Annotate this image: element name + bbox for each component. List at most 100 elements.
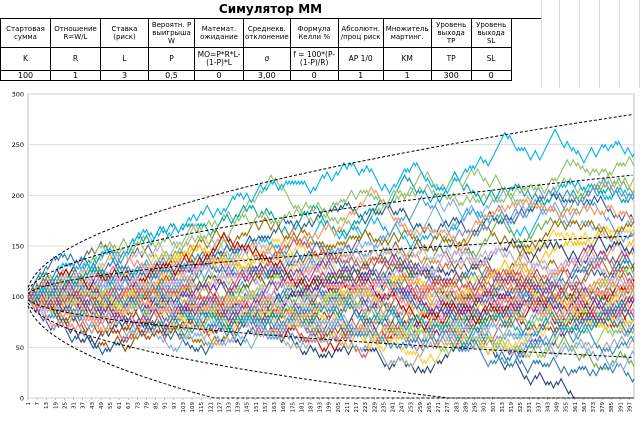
param-value-1[interactable]: 1 — [50, 70, 101, 81]
x-tick-label: 247 — [400, 402, 406, 413]
x-tick-label: 97 — [172, 402, 178, 409]
x-tick-label: 151 — [254, 402, 260, 413]
param-value-7[interactable]: 1 — [337, 70, 384, 81]
x-tick-label: 37 — [81, 402, 87, 409]
x-tick-label: 121 — [208, 402, 214, 413]
equity-path-37 — [27, 277, 635, 341]
y-tick-label: 100 — [12, 293, 24, 301]
sigma-envelope-0 — [27, 235, 633, 295]
x-tick-label: 181 — [299, 402, 305, 413]
x-tick-label: 229 — [372, 402, 378, 413]
x-tick-label: 19 — [53, 402, 59, 409]
equity-path-51 — [27, 128, 635, 298]
x-tick-label: 343 — [545, 402, 551, 413]
param-header-4: Математ. ожидание — [194, 18, 244, 48]
x-tick-label: 193 — [318, 402, 324, 413]
param-value-5[interactable]: 3,00 — [243, 70, 291, 81]
x-tick-label: 115 — [199, 402, 205, 413]
x-tick-label: 385 — [609, 402, 615, 413]
x-tick-label: 187 — [308, 402, 314, 413]
param-symbol-7: AP 1/0 — [337, 47, 384, 71]
param-header-3: Вероятн. Р выигрыша W — [148, 18, 195, 48]
x-tick-label: 259 — [418, 402, 424, 413]
y-tick-label: 200 — [12, 192, 24, 200]
x-tick-label: 253 — [409, 402, 415, 413]
sigma-envelope-5 — [27, 305, 633, 399]
sigma-envelope-1 — [27, 174, 633, 291]
x-tick-label: 73 — [135, 402, 141, 409]
x-tick-label: 169 — [281, 402, 287, 413]
param-header-6: Формула Келли % — [289, 18, 339, 48]
x-tick-label: 289 — [463, 402, 469, 413]
param-symbol-3: P — [148, 47, 195, 71]
x-tick-label: 379 — [600, 402, 606, 413]
equity-path-57 — [27, 252, 635, 332]
x-tick-label: 283 — [454, 402, 460, 413]
equity-path-59 — [27, 237, 635, 311]
param-symbol-9: TP — [430, 47, 472, 71]
x-tick-label: 1 — [26, 402, 32, 406]
x-tick-label: 241 — [391, 402, 397, 413]
param-value-8[interactable]: 1 — [382, 70, 432, 81]
param-value-3[interactable]: 0,5 — [148, 70, 195, 81]
param-header-9: Уровень выхода TP — [430, 18, 472, 48]
param-value-9[interactable]: 300 — [430, 70, 472, 81]
sigma-envelope-2 — [27, 114, 633, 288]
x-tick-label: 103 — [181, 402, 187, 413]
param-symbol-0: K — [0, 47, 51, 71]
param-header-1: Отношение R=W/L — [50, 18, 101, 48]
x-tick-label: 355 — [564, 402, 570, 413]
x-tick-label: 391 — [618, 402, 624, 413]
x-tick-label: 13 — [44, 402, 50, 409]
equity-path-46 — [27, 286, 635, 371]
x-tick-label: 67 — [126, 402, 132, 409]
param-value-4[interactable]: 0 — [194, 70, 244, 81]
x-tick-label: 295 — [473, 402, 479, 413]
x-tick-label: 49 — [99, 402, 105, 409]
param-value-2[interactable]: 3 — [100, 70, 149, 81]
equity-path-52 — [27, 265, 635, 356]
x-tick-label: 91 — [163, 402, 169, 409]
param-header-2: Ставка (риск) — [100, 18, 149, 48]
equity-path-54 — [27, 246, 635, 317]
x-tick-label: 127 — [217, 402, 223, 413]
param-value-0[interactable]: 100 — [0, 70, 51, 81]
y-tick-label: 150 — [12, 243, 24, 251]
param-symbol-6: f = 100*(P-(1-P)/R) — [289, 47, 339, 71]
param-symbol-4: MO=P*R*L-(1-P)*L — [194, 47, 244, 71]
sigma-envelope-3 — [27, 299, 633, 358]
param-value-10[interactable]: 0 — [470, 70, 512, 81]
x-tick-label: 133 — [226, 402, 232, 413]
x-tick-label: 139 — [236, 402, 242, 413]
x-tick-label: 31 — [72, 402, 78, 409]
param-symbol-10: SL — [470, 47, 512, 71]
x-tick-label: 175 — [290, 402, 296, 413]
x-tick-label: 217 — [354, 402, 360, 413]
x-tick-label: 361 — [573, 402, 579, 413]
x-tick-label: 145 — [245, 402, 251, 413]
x-tick-label: 235 — [381, 402, 387, 413]
x-tick-label: 367 — [582, 402, 588, 413]
x-tick-label: 325 — [518, 402, 524, 413]
equity-path-9 — [27, 249, 635, 347]
x-tick-label: 307 — [491, 402, 497, 413]
sheet-title: Симулятор ММ — [0, 0, 541, 19]
x-tick-label: 265 — [427, 402, 433, 413]
equity-path-53 — [27, 265, 635, 332]
y-tick-label: 50 — [16, 344, 24, 352]
x-tick-label: 25 — [62, 402, 68, 409]
x-tick-label: 205 — [336, 402, 342, 413]
param-header-7: Абсолютн. /проц риск — [337, 18, 384, 48]
x-tick-label: 397 — [627, 402, 633, 413]
param-symbol-2: L — [100, 47, 149, 71]
x-tick-label: 7 — [35, 402, 41, 406]
empty-grid-area — [541, 0, 640, 88]
param-symbol-1: R — [50, 47, 101, 71]
x-tick-label: 85 — [154, 402, 160, 409]
x-tick-label: 55 — [108, 402, 114, 409]
y-tick-label: 0 — [20, 395, 24, 403]
sigma-envelope-4 — [27, 302, 633, 399]
param-value-6[interactable]: 0 — [289, 70, 339, 81]
param-symbol-8: KM — [382, 47, 432, 71]
equity-path-50 — [27, 261, 635, 317]
